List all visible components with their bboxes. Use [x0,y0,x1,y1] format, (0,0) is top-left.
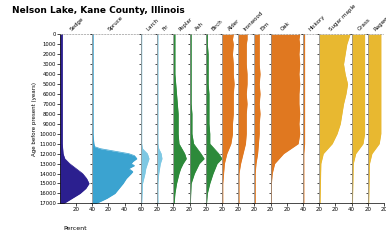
Text: Birch: Birch [211,19,224,32]
Text: Grass: Grass [357,17,371,32]
Text: Ironwood: Ironwood [243,10,264,32]
Text: Fir: Fir [162,24,170,32]
Text: Elm: Elm [259,21,270,32]
Text: Poplar: Poplar [178,16,194,32]
Text: Spruce: Spruce [107,15,124,32]
Text: Larch: Larch [146,18,160,32]
Text: Hickory: Hickory [308,14,326,32]
Text: Ragweed: Ragweed [373,10,386,32]
Y-axis label: Age before present (years): Age before present (years) [32,82,37,156]
Text: Ash: Ash [195,21,205,32]
Text: Alder: Alder [227,18,240,32]
Text: Percent: Percent [64,226,87,231]
Text: Nelson Lake, Kane County, Illinois: Nelson Lake, Kane County, Illinois [12,6,185,15]
Text: Sugar maple: Sugar maple [329,3,357,32]
Text: Sedge: Sedge [69,16,85,32]
Text: Oak: Oak [280,21,292,32]
